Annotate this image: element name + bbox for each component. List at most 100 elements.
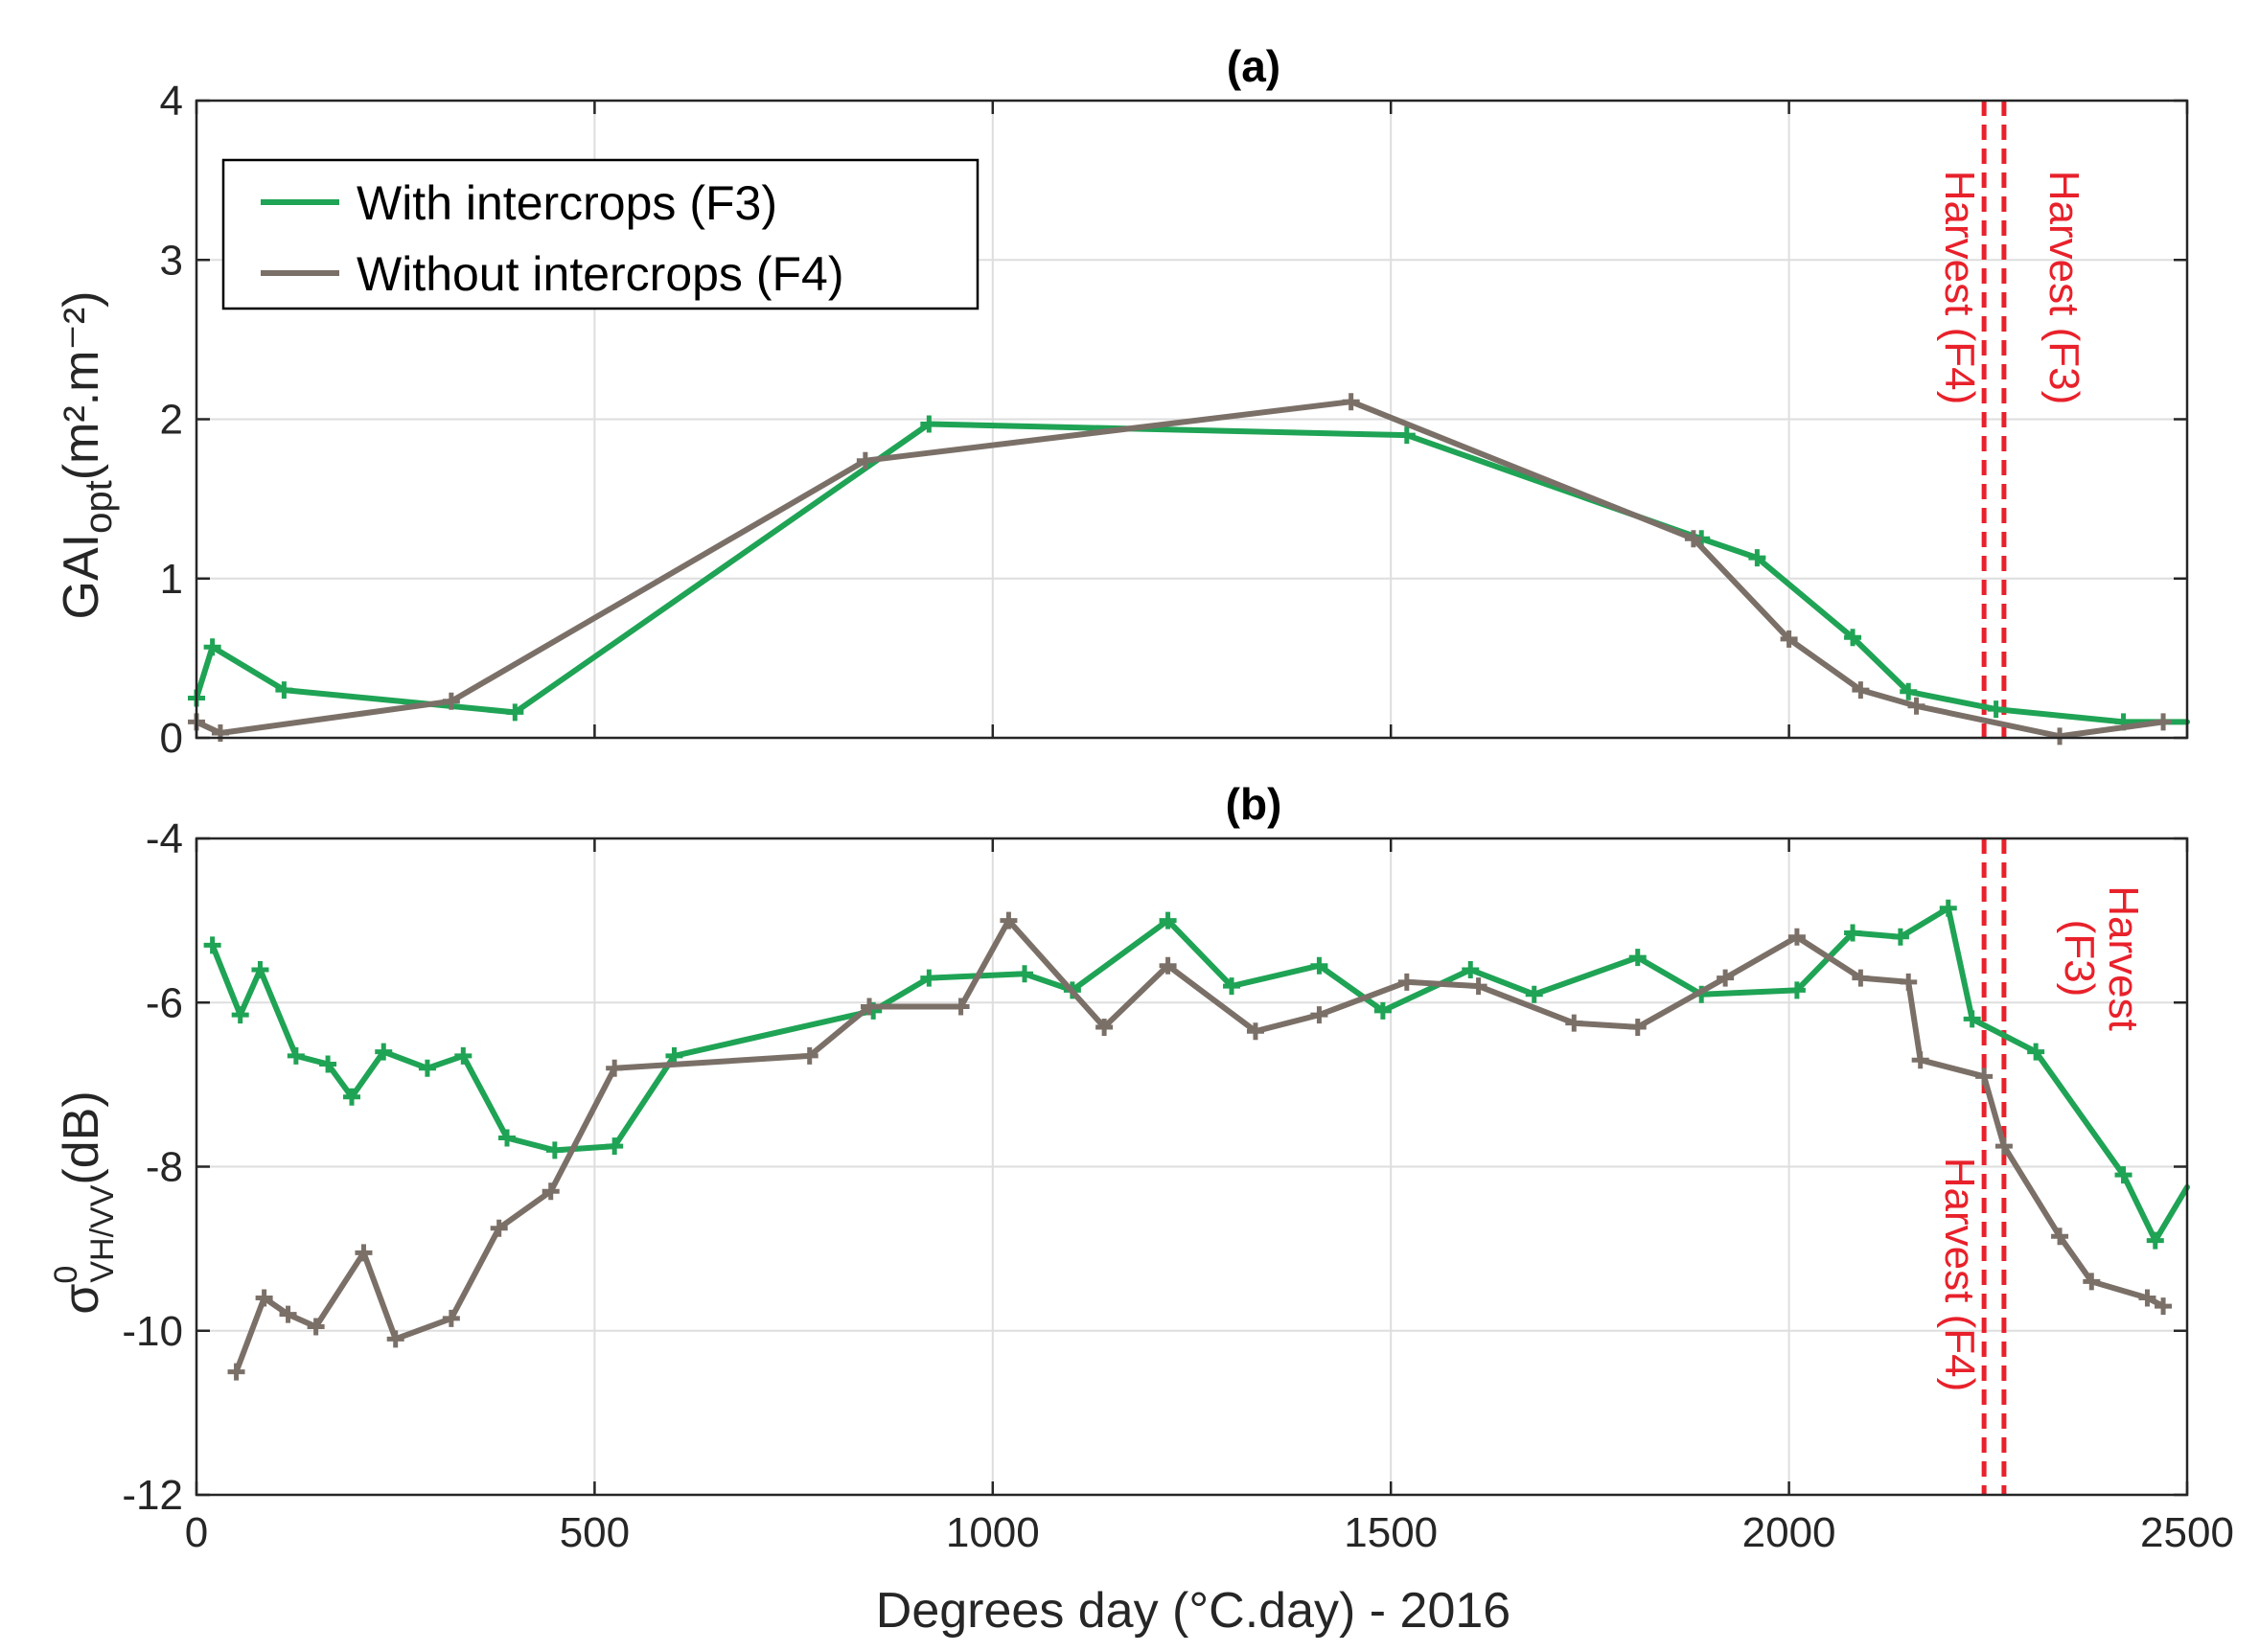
panel-b-point-with-intercrops-15 (1016, 965, 1034, 983)
panel-b-point-with-intercrops-9 (498, 1129, 517, 1147)
panel-b-harvest-label-f4: Harvest (F4) (1936, 1158, 1983, 1391)
panel-b-point-without-intercrops-16 (1246, 1022, 1264, 1041)
panel-b-point-with-intercrops-25 (1787, 981, 1806, 999)
panel-a-point-without-intercrops-8 (1907, 697, 1925, 715)
panel-b-point-without-intercrops-3 (307, 1318, 325, 1336)
panel-b-series (203, 899, 2190, 1381)
panel-a-point-without-intercrops-5 (1684, 530, 1702, 548)
panel-b-point-with-intercrops-22 (1525, 985, 1543, 1003)
panel-b-ylabel-sub: VH/VV (84, 1184, 121, 1282)
panel-b-point-with-intercrops-26 (1844, 924, 1862, 942)
panel-a-point-with-intercrops-2 (275, 681, 293, 700)
panel-b-point-without-intercrops-13 (1000, 911, 1018, 929)
panel-a-point-without-intercrops-6 (1780, 630, 1798, 648)
panel-b-ylabel-sigma: σ (54, 1284, 109, 1315)
panel-b-point-without-intercrops-4 (355, 1244, 373, 1262)
panel-a-y-tick-label-1: 1 (160, 556, 183, 603)
panel-b-point-without-intercrops-14 (1095, 1018, 1114, 1036)
panel-a-point-with-intercrops-10 (1987, 700, 2005, 719)
panel-b-point-without-intercrops-8 (542, 1182, 560, 1201)
panel-b-point-with-intercrops-8 (454, 1046, 473, 1065)
panel-b-series-line-with-intercrops (209, 905, 2190, 1244)
panel-b-point-without-intercrops-26 (1911, 1051, 1929, 1069)
panel-b-point-with-intercrops-2 (251, 961, 269, 978)
panel-b-point-without-intercrops-32 (2155, 1297, 2173, 1316)
panel-b-point-with-intercrops-0 (203, 936, 221, 954)
panel-b-point-without-intercrops-20 (1565, 1014, 1583, 1032)
panel-b-ylabel-sup: 0 (48, 1266, 84, 1284)
panel-a-point-with-intercrops-5 (1397, 426, 1416, 445)
panel-b-point-with-intercrops-5 (343, 1088, 361, 1106)
panel-b-point-without-intercrops-15 (1159, 956, 1177, 975)
panel-b-point-without-intercrops-6 (442, 1309, 460, 1327)
panel-b-point-without-intercrops-5 (386, 1330, 404, 1348)
x-tick-label-1500: 1500 (1344, 1509, 1438, 1556)
panel-b-ylabel: σ0VH/VV(dB) (48, 1090, 121, 1314)
panel-b-y-tick-label--8: -8 (146, 1144, 183, 1191)
x-tick-label-500: 500 (560, 1509, 630, 1556)
panel-b-point-with-intercrops-10 (545, 1141, 564, 1159)
panel-b-point-without-intercrops-31 (2138, 1289, 2156, 1307)
panel-a-point-without-intercrops-3 (856, 451, 874, 470)
panel-a-point-without-intercrops-9 (2051, 727, 2069, 746)
panel-a-point-without-intercrops-1 (211, 724, 229, 743)
panel-b-point-without-intercrops-9 (606, 1059, 624, 1077)
panel-b-point-with-intercrops-30 (2027, 1043, 2045, 1061)
panel-a-point-with-intercrops-3 (506, 703, 524, 722)
panel-b-point-without-intercrops-7 (490, 1219, 508, 1237)
panel-b-point-with-intercrops-21 (1462, 961, 1480, 978)
panel-a-series-line-without-intercrops (194, 399, 2167, 740)
panel-b-point-with-intercrops-7 (418, 1059, 436, 1077)
panel-b-point-without-intercrops-24 (1852, 969, 1870, 987)
panel-b-point-without-intercrops-2 (279, 1305, 297, 1323)
legend-label-with-intercrops: With intercrops (F3) (357, 176, 777, 230)
panel-a-point-with-intercrops-7 (1748, 549, 1766, 567)
legend-box (221, 158, 980, 310)
panel-a-point-with-intercrops-9 (1900, 682, 1918, 700)
panel-b-point-without-intercrops-10 (800, 1046, 818, 1065)
legend: With intercrops (F3) Without intercrops … (221, 158, 980, 310)
panel-b-point-without-intercrops-17 (1310, 1006, 1328, 1024)
panel-b-point-with-intercrops-19 (1310, 956, 1328, 975)
panel-b-point-without-intercrops-25 (1900, 973, 1918, 991)
panel-b-harvest-label-f3-line1: Harvest (2100, 885, 2147, 1031)
x-tick-label-0: 0 (185, 1509, 208, 1556)
panel-a-y-tick-label-0: 0 (160, 715, 183, 762)
panel-a-y-tick-label-4: 4 (160, 78, 183, 125)
panel-a-point-without-intercrops-10 (2155, 713, 2173, 731)
x-tick-label-2500: 2500 (2140, 1509, 2234, 1556)
panel-a: (a) Harvest (F4) Harvest (F3) 0 1 2 3 4 GAIop… (54, 41, 2190, 762)
panel-b-point-without-intercrops-1 (255, 1289, 273, 1307)
panel-b-point-with-intercrops-11 (606, 1137, 624, 1156)
panel-a-point-with-intercrops-8 (1844, 629, 1862, 647)
panel-b-point-without-intercrops-22 (1717, 969, 1735, 987)
panel-b-point-with-intercrops-4 (319, 1055, 337, 1073)
panel-a-harvest-label-f3: Harvest (F3) (2040, 171, 2087, 404)
x-axis-label: Degrees day (°C.day) - 2016 (876, 1583, 1510, 1639)
panel-b-y-tick-label--10: -10 (122, 1308, 183, 1355)
x-tick-label-2000: 2000 (1742, 1509, 1836, 1556)
panel-b-point-without-intercrops-30 (2083, 1273, 2101, 1291)
panel-b-point-without-intercrops-28 (1994, 1137, 2013, 1156)
panel-b-point-without-intercrops-12 (952, 998, 970, 1016)
panel-a-y-tick-label-2: 2 (160, 397, 183, 444)
panel-b-point-without-intercrops-23 (1787, 928, 1806, 946)
panel-a-point-without-intercrops-2 (442, 692, 460, 710)
panel-b-harvest-label-f3: Harvest(F3) (2056, 885, 2147, 1031)
panel-b-point-without-intercrops-27 (1975, 1067, 1994, 1086)
panel-a-title: (a) (1227, 41, 1280, 91)
panel-b-point-with-intercrops-17 (1159, 911, 1177, 929)
panel-b-point-with-intercrops-31 (2114, 1166, 2132, 1184)
panel-b-y-tick-label--6: -6 (146, 979, 183, 1026)
panel-b-point-without-intercrops-29 (2051, 1228, 2069, 1246)
panel-b-point-with-intercrops-23 (1628, 949, 1647, 967)
panel-b-point-with-intercrops-1 (231, 1006, 249, 1024)
panel-b-point-with-intercrops-28 (1939, 899, 1957, 917)
panel-b-point-with-intercrops-3 (287, 1046, 305, 1065)
panel-a-ylabel-unit: (m².m⁻²) (54, 291, 109, 481)
panel-b-ticks: 0 500 1000 1500 2000 2500 -12 -10 -8 -6 -4 (122, 815, 2234, 1556)
panel-b-point-with-intercrops-27 (1891, 928, 1909, 946)
panel-b-y-tick-label--4: -4 (146, 815, 183, 862)
panel-b-point-without-intercrops-11 (861, 998, 879, 1016)
panel-a-harvest-label-f4: Harvest (F4) (1936, 171, 1983, 404)
